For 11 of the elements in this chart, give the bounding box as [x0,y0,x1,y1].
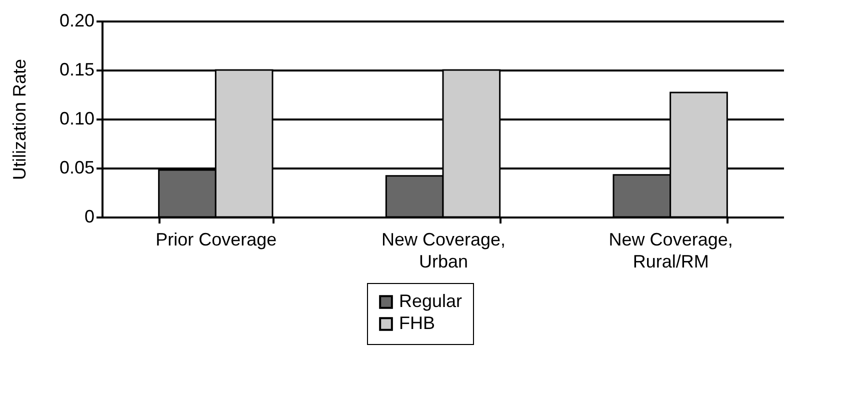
y-tick-label: 0.15 [59,60,94,80]
x-tick-label: New Coverage, Rural/RM [608,230,733,272]
y-tick-label: 0.20 [59,10,94,30]
y-tick-label: 0.10 [59,108,94,128]
x-tick-label: New Coverage, Urban [381,230,506,272]
y-tick-label: 0.05 [59,158,94,178]
y-axis-title: Utilization Rate [9,58,30,180]
legend-label: FHB [399,313,435,333]
x-tick-label: Prior Coverage [156,230,277,250]
legend-label: Regular [399,291,462,311]
y-tick-label: 0 [84,206,94,226]
